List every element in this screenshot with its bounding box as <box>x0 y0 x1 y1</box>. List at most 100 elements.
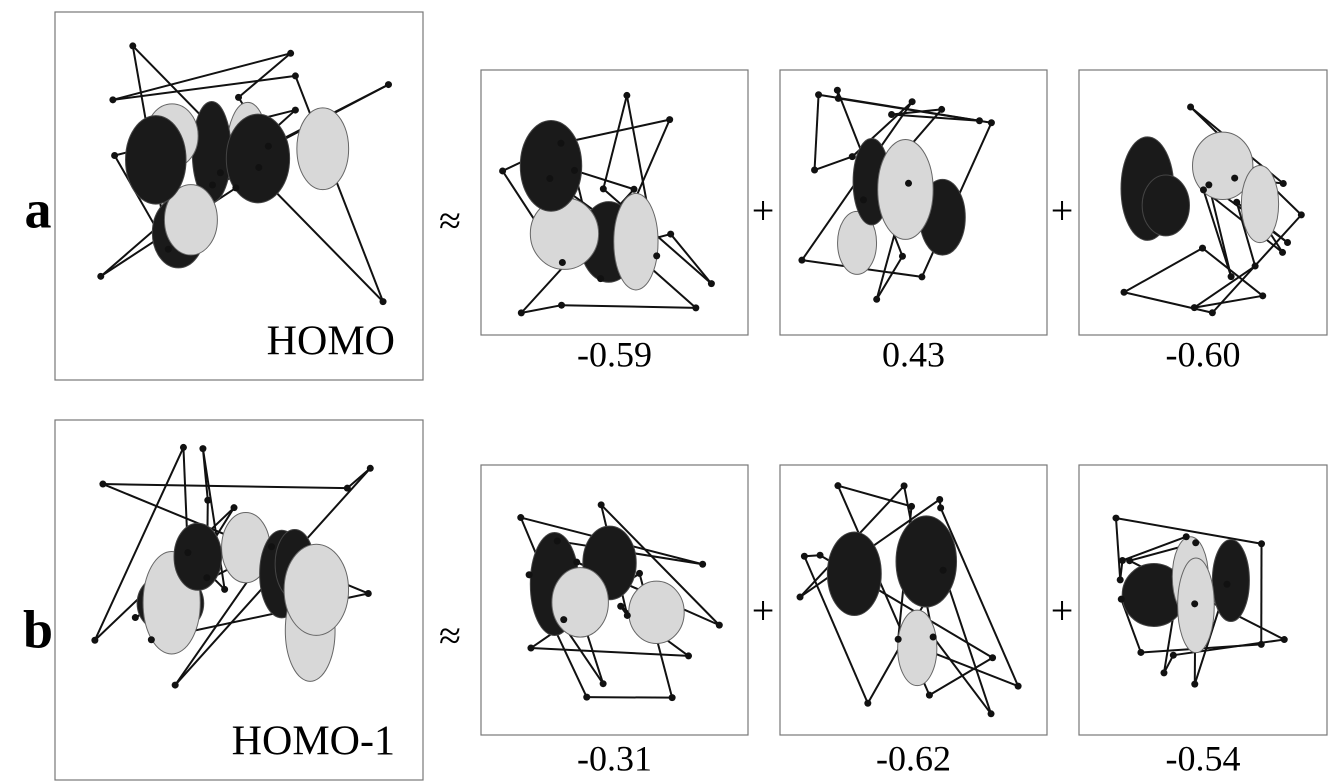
atom <box>636 570 643 577</box>
orbital-label: HOMO <box>267 319 395 365</box>
atom <box>1015 683 1022 690</box>
atom <box>180 444 187 451</box>
atom <box>1121 289 1128 296</box>
atom <box>667 231 674 238</box>
atom <box>989 654 996 661</box>
atom <box>817 552 824 559</box>
panel-label: b <box>23 599 53 659</box>
atom <box>235 94 242 101</box>
atom <box>901 482 908 489</box>
atom <box>692 304 699 311</box>
atom <box>344 485 351 492</box>
atom <box>527 645 534 652</box>
atom <box>801 553 808 560</box>
orbital-lobe <box>297 108 349 190</box>
atom <box>1231 175 1238 182</box>
atom <box>517 514 524 521</box>
atom <box>265 143 272 150</box>
atom <box>573 559 580 566</box>
atom <box>811 167 818 174</box>
coefficient: -0.62 <box>876 738 951 778</box>
orbital-lobe <box>896 516 957 607</box>
atom <box>930 634 937 641</box>
coefficient: 0.43 <box>882 334 945 374</box>
atom <box>1298 211 1305 218</box>
atom <box>1119 557 1126 564</box>
atom <box>1192 539 1199 546</box>
atom <box>976 117 983 124</box>
atom <box>560 616 567 623</box>
atom <box>937 504 944 511</box>
atom <box>1160 669 1167 676</box>
atom <box>864 700 871 707</box>
atom <box>1281 636 1288 643</box>
coefficient: -0.54 <box>1166 738 1241 778</box>
atom <box>1170 652 1177 659</box>
atom <box>268 543 275 550</box>
plus-sign: + <box>752 588 775 633</box>
approx-sign: ≈ <box>439 198 461 243</box>
atom <box>1279 249 1286 256</box>
atom <box>1126 557 1133 564</box>
atom <box>1137 649 1144 656</box>
atom <box>231 504 238 511</box>
atom <box>1205 181 1212 188</box>
atom <box>895 636 902 643</box>
atom <box>653 252 660 259</box>
atom <box>365 590 372 597</box>
atom <box>1258 540 1265 547</box>
orbital-lobe <box>629 581 684 643</box>
atom <box>97 273 104 280</box>
orbital-lobe <box>520 121 581 212</box>
orbital-lobe <box>1212 540 1249 622</box>
atom <box>623 92 630 99</box>
atom <box>617 603 624 610</box>
atom <box>217 169 224 176</box>
orbital-lobe <box>614 193 658 290</box>
figure: aHOMO≈-0.590.43-0.60++bHOMO-1≈-0.31-0.62… <box>0 0 1334 783</box>
atom <box>380 298 387 305</box>
atom <box>600 185 607 192</box>
atom <box>232 184 239 191</box>
atom <box>624 612 631 619</box>
atom <box>571 167 578 174</box>
atom <box>518 309 525 316</box>
atom <box>1199 245 1206 252</box>
atom <box>109 96 116 103</box>
atom <box>797 594 804 601</box>
atom <box>630 186 637 193</box>
atom <box>172 682 179 689</box>
atom <box>1259 292 1266 299</box>
orbital-lobe <box>898 610 937 686</box>
atom <box>918 273 925 280</box>
atom <box>557 140 564 147</box>
atom <box>558 302 565 309</box>
atom <box>526 571 533 578</box>
atom <box>600 680 607 687</box>
atom <box>203 574 210 581</box>
atom <box>1258 641 1265 648</box>
atom <box>669 694 676 701</box>
atom <box>209 181 216 188</box>
coefficient: -0.59 <box>577 334 652 374</box>
orbital-lobe <box>827 532 881 615</box>
atom <box>184 549 191 556</box>
orbital-lobe <box>284 544 348 635</box>
atom <box>849 153 856 160</box>
atom <box>1191 600 1198 607</box>
atom <box>1228 273 1235 280</box>
atom <box>1183 533 1190 540</box>
atom <box>559 259 566 266</box>
atom <box>287 50 294 57</box>
atom <box>1252 263 1259 270</box>
coefficient: -0.60 <box>1166 334 1241 374</box>
approx-sign: ≈ <box>439 613 461 658</box>
atom <box>716 622 723 629</box>
atom <box>204 497 211 504</box>
orbital-lobe <box>552 568 608 637</box>
atom <box>1118 596 1125 603</box>
atom <box>1191 681 1198 688</box>
atom <box>926 692 933 699</box>
atom <box>385 81 392 88</box>
atom <box>936 496 943 503</box>
